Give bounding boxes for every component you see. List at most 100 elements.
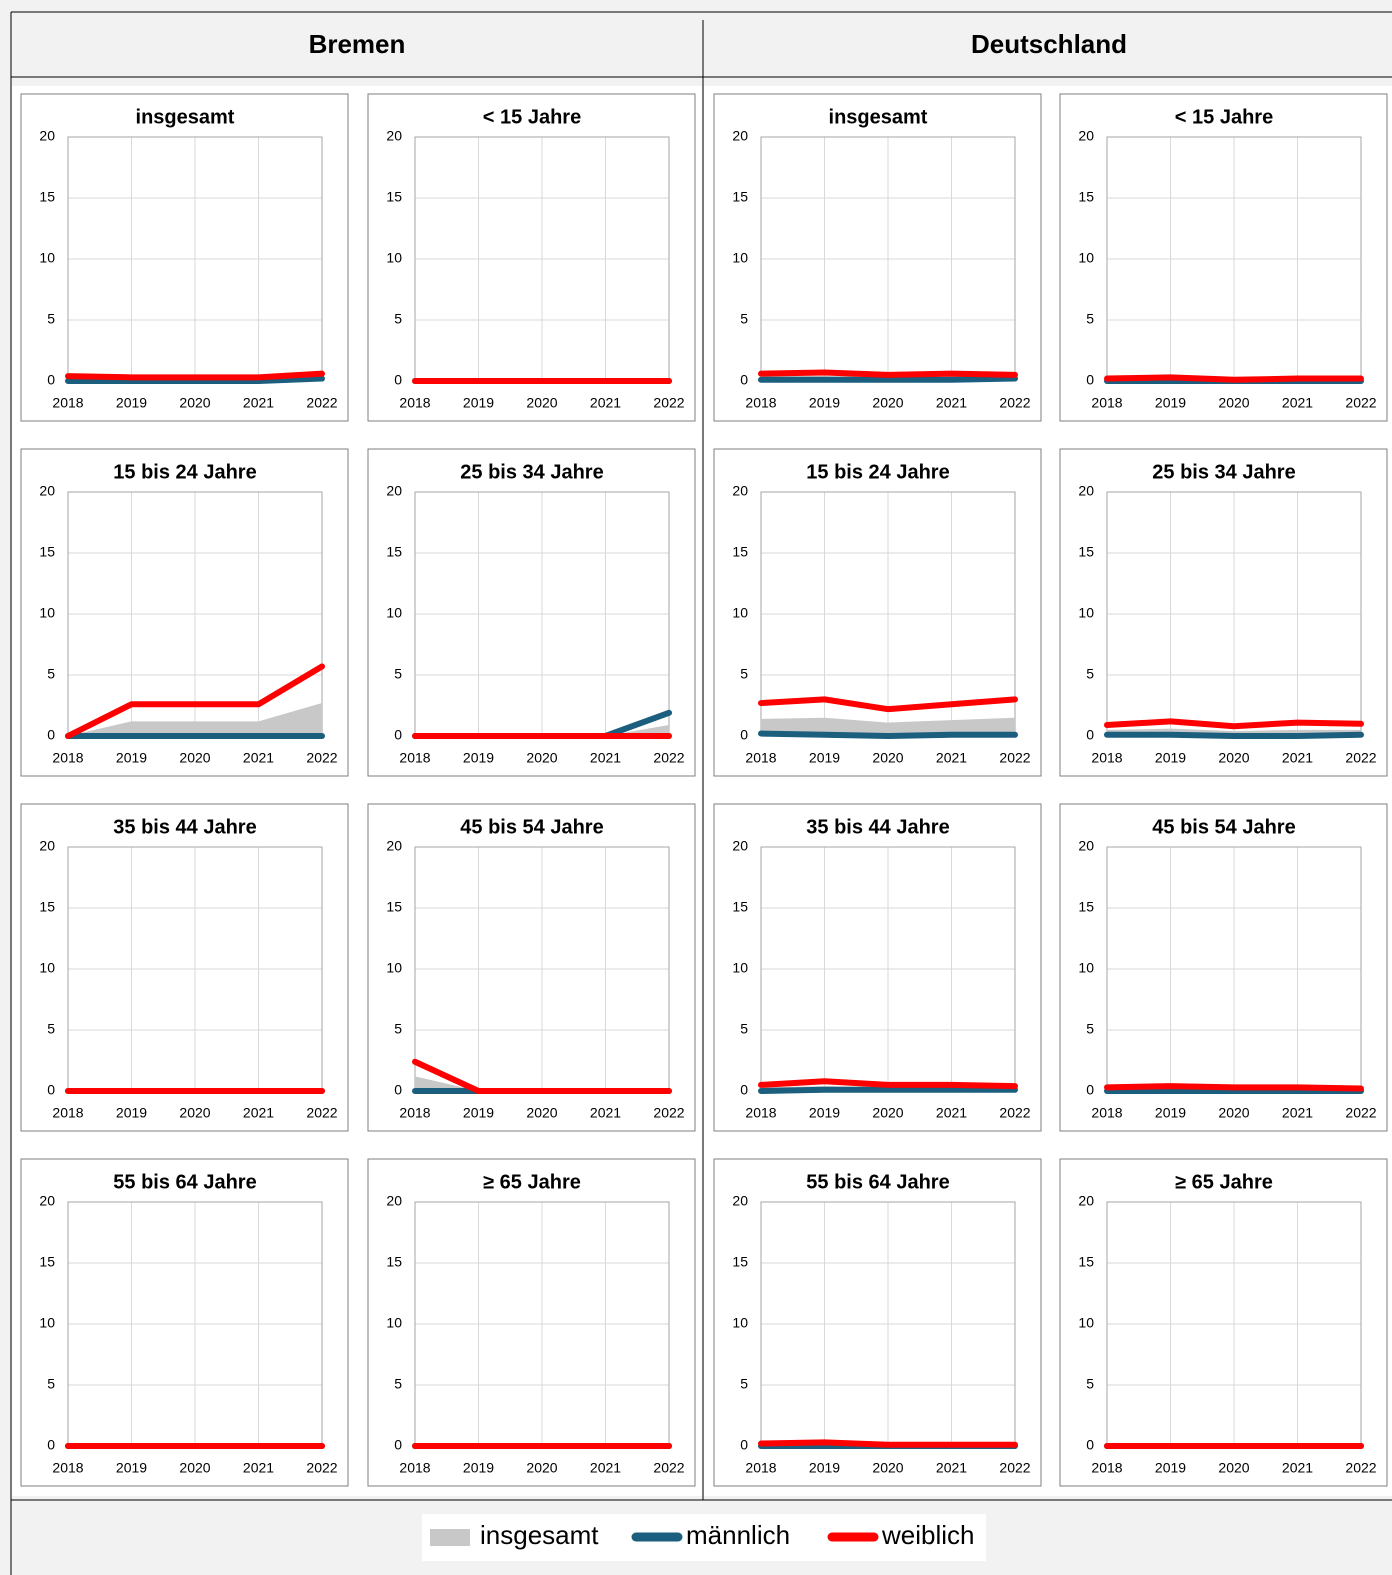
panel-frame <box>367 93 696 422</box>
region-title: Bremen <box>309 29 406 59</box>
x-tick-label: 2022 <box>999 1460 1030 1476</box>
chart-panel: 0 5 10 15 20 2018 2019 2020 2021 2022 45 bis 54 Ja… <box>1059 803 1388 1132</box>
panel-frame <box>367 803 696 1132</box>
y-tick-label: 10 <box>386 1315 402 1331</box>
line <box>1104 374 1364 383</box>
y-tick-label: 15 <box>39 899 55 915</box>
y-tick-label: 5 <box>740 1021 748 1037</box>
y-tick-label: 10 <box>1078 250 1094 266</box>
y-tick-label: 0 <box>47 1082 55 1098</box>
x-tick-label: 2020 <box>179 1105 210 1121</box>
chart-title: ≥ 65 Jahre <box>1175 1171 1273 1193</box>
x-tick-label: 2018 <box>52 750 83 766</box>
x-tick-label: 2019 <box>116 395 147 411</box>
panel-frame <box>367 1158 696 1487</box>
y-tick-label: 0 <box>47 372 55 388</box>
y-tick-label: 5 <box>1086 311 1094 327</box>
panel-frame <box>1059 1158 1388 1487</box>
chart-panel: 0 5 10 15 20 2018 2019 2020 2021 2022 25 bis 34 Ja… <box>367 448 696 777</box>
x-tick-label: 2021 <box>243 395 274 411</box>
y-tick-label: 15 <box>386 544 402 560</box>
legend-label: männlich <box>686 1520 790 1550</box>
x-tick-label: 2022 <box>306 1460 337 1476</box>
chart-panel: 0 5 10 15 20 2018 2019 2020 2021 2022 35 bis 44 Ja… <box>713 803 1042 1132</box>
y-tick-label: 20 <box>386 838 402 854</box>
x-tick-label: 2018 <box>52 395 83 411</box>
legend-swatch <box>430 1529 470 1546</box>
y-tick-label: 15 <box>386 189 402 205</box>
x-tick-label: 2020 <box>1218 1105 1249 1121</box>
x-tick-label: 2022 <box>306 750 337 766</box>
panel-frame <box>1059 93 1388 422</box>
chart-panel: 0 5 10 15 20 2018 2019 2020 2021 2022 55 bis 64 Ja… <box>713 1158 1042 1487</box>
y-tick-label: 5 <box>1086 1021 1094 1037</box>
line <box>1104 1083 1364 1092</box>
y-tick-label: 20 <box>386 128 402 144</box>
x-tick-label: 2019 <box>1155 1460 1186 1476</box>
y-tick-label: 15 <box>1078 1254 1094 1270</box>
line <box>758 1078 1018 1090</box>
y-tick-label: 10 <box>1078 960 1094 976</box>
x-tick-label: 2021 <box>243 1105 274 1121</box>
x-tick-label: 2021 <box>936 750 967 766</box>
x-tick-label: 2020 <box>179 395 210 411</box>
chart-panel: 0 5 10 15 20 2018 2019 2020 2021 2022 ≥ 65 Jahre <box>1059 1158 1388 1487</box>
x-tick-label: 2021 <box>1282 395 1313 411</box>
y-tick-label: 5 <box>47 311 55 327</box>
x-tick-label: 2022 <box>1345 1105 1376 1121</box>
y-tick-label: 0 <box>1086 1082 1094 1098</box>
x-tick-label: 2021 <box>590 750 621 766</box>
x-tick-label: 2020 <box>526 1105 557 1121</box>
panel-frame <box>1059 803 1388 1132</box>
x-tick-label: 2021 <box>936 1460 967 1476</box>
chart-panel: 0 5 10 15 20 2018 2019 2020 2021 2022 15 bis 24 Ja… <box>20 448 349 777</box>
y-tick-label: 5 <box>1086 1376 1094 1392</box>
x-tick-label: 2021 <box>936 1105 967 1121</box>
x-tick-label: 2022 <box>653 395 684 411</box>
y-tick-label: 0 <box>740 372 748 388</box>
line <box>412 1058 672 1094</box>
x-tick-label: 2020 <box>1218 395 1249 411</box>
y-tick-label: 5 <box>740 311 748 327</box>
y-tick-label: 20 <box>732 1193 748 1209</box>
x-tick-label: 2021 <box>590 395 621 411</box>
x-tick-label: 2020 <box>1218 750 1249 766</box>
x-tick-label: 2018 <box>1091 750 1122 766</box>
y-tick-label: 20 <box>1078 1193 1094 1209</box>
header-band <box>11 12 1392 77</box>
y-tick-label: 20 <box>39 483 55 499</box>
y-tick-label: 15 <box>39 189 55 205</box>
y-tick-label: 20 <box>732 483 748 499</box>
panel-frame <box>20 803 349 1132</box>
panel-frame <box>20 1158 349 1487</box>
y-tick-label: 10 <box>1078 1315 1094 1331</box>
chart-title: 25 bis 34 Jahre <box>460 461 603 483</box>
x-tick-label: 2020 <box>872 395 903 411</box>
y-tick-label: 15 <box>386 1254 402 1270</box>
x-tick-label: 2018 <box>399 395 430 411</box>
chart-panel: 0 5 10 15 20 2018 2019 2020 2021 2022 insgesamt <box>20 93 349 422</box>
x-tick-label: 2020 <box>872 750 903 766</box>
x-tick-label: 2019 <box>809 1105 840 1121</box>
area <box>761 717 1015 736</box>
y-tick-label: 0 <box>1086 1437 1094 1453</box>
y-tick-label: 10 <box>386 960 402 976</box>
y-tick-label: 5 <box>740 1376 748 1392</box>
y-tick-label: 15 <box>732 189 748 205</box>
panel-frame <box>713 1158 1042 1487</box>
line <box>65 663 325 739</box>
y-tick-label: 20 <box>732 128 748 144</box>
y-tick-label: 20 <box>1078 128 1094 144</box>
line <box>65 370 325 381</box>
y-tick-label: 5 <box>47 1021 55 1037</box>
y-tick-label: 10 <box>732 250 748 266</box>
chart-title: 55 bis 64 Jahre <box>113 1171 256 1193</box>
y-tick-label: 5 <box>394 1021 402 1037</box>
chart-title: < 15 Jahre <box>483 106 581 128</box>
x-tick-label: 2021 <box>1282 750 1313 766</box>
line <box>758 696 1018 713</box>
y-tick-label: 10 <box>386 250 402 266</box>
x-tick-label: 2020 <box>179 1460 210 1476</box>
x-tick-label: 2021 <box>1282 1105 1313 1121</box>
x-tick-label: 2022 <box>653 1105 684 1121</box>
